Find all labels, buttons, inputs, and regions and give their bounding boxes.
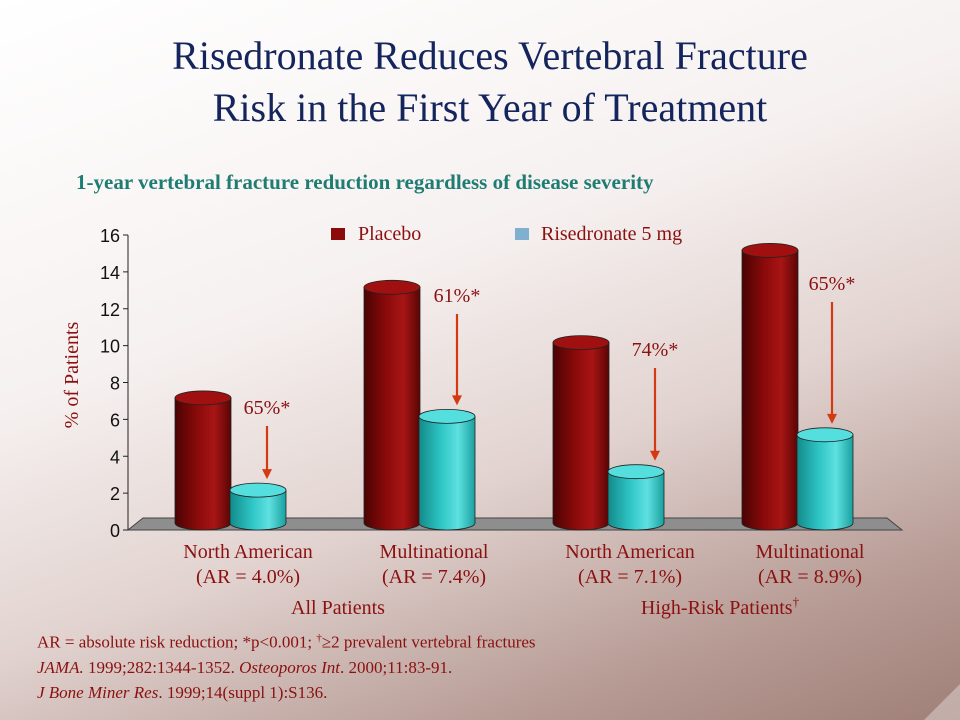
- y-tick-label: 8: [110, 374, 120, 394]
- journal-jama: JAMA.: [37, 657, 84, 677]
- bar-risedronate: [229, 482, 287, 531]
- citation-jbmr: . 1999;14(suppl 1):S136.: [158, 682, 328, 702]
- bar-risedronate-top: [796, 427, 854, 443]
- bar-risedronate: [796, 427, 854, 531]
- bar-placebo-top: [174, 390, 232, 406]
- annotation-arrow-head: [452, 395, 462, 406]
- reduction-annotation: 65%*: [809, 273, 856, 295]
- citation-jama: 1999;282:1344-1352.: [83, 657, 240, 677]
- footnote-definitions: AR = absolute risk reduction; *p<0.001;: [37, 632, 317, 652]
- bar-placebo-body: [552, 342, 610, 531]
- category-label: Multinational: [380, 541, 489, 563]
- bar-placebo: [552, 335, 610, 531]
- annotation-arrow-head: [827, 413, 837, 424]
- journal-jbmr: J Bone Miner Res: [37, 682, 159, 702]
- footnote-line-2: JAMA. 1999;282:1344-1352. Osteoporos Int…: [37, 655, 536, 680]
- y-tick-label: 2: [110, 484, 120, 504]
- legend-swatch-risedronate: [515, 228, 529, 240]
- category-ar-label: (AR = 7.1%): [578, 566, 682, 588]
- group-label: All Patients: [291, 597, 385, 619]
- bar-risedronate: [607, 464, 665, 531]
- bar-placebo-body: [174, 397, 232, 531]
- bar-risedronate-body: [796, 434, 854, 531]
- slide-subtitle: 1-year vertebral fracture reduction rega…: [76, 170, 654, 194]
- bar-placebo-top: [363, 279, 421, 295]
- category-label: North American: [565, 541, 694, 563]
- legend-label-risedronate: Risedronate 5 mg: [541, 223, 682, 245]
- bar-risedronate-top: [418, 408, 476, 424]
- footnote-dagger-definition: ≥2 prevalent vertebral fractures: [321, 632, 536, 652]
- category-ar-label: (AR = 8.9%): [758, 566, 862, 588]
- category-label: North American: [183, 541, 312, 563]
- y-tick-label: 12: [100, 300, 120, 320]
- footnote-line-1: AR = absolute risk reduction; *p<0.001; …: [37, 626, 536, 655]
- bar-placebo: [741, 243, 799, 531]
- bar-risedronate-body: [418, 415, 476, 531]
- journal-osteoporos: Osteoporos Int: [239, 657, 340, 677]
- y-tick-label: 6: [110, 410, 120, 430]
- slide-title-line-2: Risk in the First Year of Treatment: [212, 85, 768, 130]
- slide-title-line-1: Risedronate Reduces Vertebral Fracture: [172, 33, 808, 78]
- y-tick-label: 10: [100, 337, 120, 357]
- annotation-arrow-head: [262, 469, 272, 480]
- category-label: Multinational: [756, 541, 865, 563]
- footnote-line-3: J Bone Miner Res. 1999;14(suppl 1):S136.: [37, 680, 536, 705]
- bar-placebo-body: [363, 286, 421, 531]
- citation-osteoporos: . 2000;11:83-91.: [340, 657, 453, 677]
- footnotes: AR = absolute risk reduction; *p<0.001; …: [37, 626, 536, 705]
- slide-title: Risedronate Reduces Vertebral Fracture R…: [0, 30, 960, 134]
- bar-risedronate-body: [229, 489, 287, 531]
- bar-placebo-top: [741, 243, 799, 258]
- bar-placebo: [174, 390, 232, 531]
- bar-placebo-top: [552, 335, 610, 351]
- bar-placebo-body: [741, 250, 799, 531]
- footnote-dagger: †: [316, 632, 322, 644]
- group-label: High-Risk Patients†: [641, 594, 800, 619]
- slide-corner-accent: [924, 684, 960, 720]
- legend-swatch-placebo: [331, 228, 345, 240]
- bar-risedronate-top: [607, 464, 665, 480]
- bar-risedronate-top: [229, 482, 287, 498]
- reduction-annotation: 74%*: [632, 339, 679, 361]
- y-axis-title: % of Patients: [61, 321, 83, 428]
- bar-risedronate-body: [607, 471, 665, 531]
- group-label-dagger: †: [793, 594, 800, 609]
- reduction-annotation: 65%*: [244, 397, 291, 419]
- legend-label-placebo: Placebo: [358, 223, 421, 245]
- y-tick-label: 0: [110, 521, 120, 541]
- category-ar-label: (AR = 4.0%): [196, 566, 300, 588]
- bar-placebo: [363, 279, 421, 531]
- y-tick-label: 16: [100, 226, 120, 246]
- annotation-arrow-head: [650, 450, 660, 461]
- y-tick-label: 14: [100, 263, 120, 283]
- category-ar-label: (AR = 7.4%): [382, 566, 486, 588]
- y-tick-label: 4: [110, 447, 120, 467]
- reduction-annotation: 61%*: [434, 285, 481, 307]
- bar-risedronate: [418, 408, 476, 531]
